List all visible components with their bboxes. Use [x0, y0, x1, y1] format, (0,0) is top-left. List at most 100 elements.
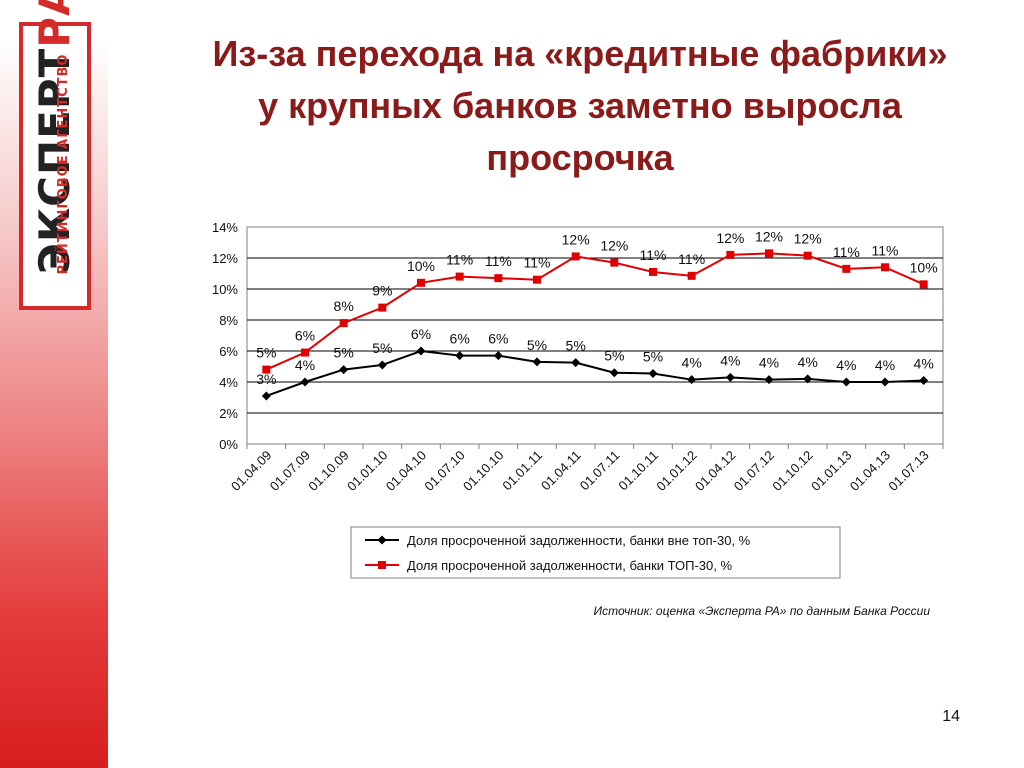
- x-tick-label: 01.10.10: [460, 448, 506, 494]
- legend-marker-square: [378, 561, 386, 569]
- data-point-outside-top30: [416, 346, 426, 356]
- data-point-outside-top30: [725, 372, 735, 382]
- data-point-outside-top30: [339, 365, 349, 375]
- data-label-top30: 11%: [678, 251, 705, 267]
- data-point-outside-top30: [803, 374, 813, 384]
- data-label-outside-top30: 4%: [720, 352, 740, 368]
- legend-entry: Доля просроченной задолженности, банки Т…: [407, 558, 732, 573]
- data-label-outside-top30: 3%: [256, 371, 276, 387]
- data-point-outside-top30: [493, 351, 503, 361]
- x-tick-label: 01.10.12: [769, 448, 815, 494]
- expert-ra-logo: ЭКСПЕРТРА РЕЙТИНГОВОЕ АГЕНТСТВО: [19, 0, 91, 310]
- data-label-top30: 10%: [910, 259, 938, 275]
- title-line-2: у крупных банков заметно выросла: [258, 85, 902, 126]
- x-tick-label: 01.01.12: [653, 448, 699, 494]
- data-label-outside-top30: 5%: [604, 348, 624, 364]
- data-point-top30: [262, 365, 271, 374]
- data-label-top30: 12%: [755, 228, 783, 244]
- x-tick-label: 01.07.09: [267, 448, 313, 494]
- data-label-outside-top30: 4%: [798, 354, 818, 370]
- y-tick-label: 12%: [212, 251, 238, 266]
- data-label-top30: 12%: [794, 231, 822, 247]
- x-tick-label: 01.04.11: [538, 448, 584, 494]
- data-point-outside-top30: [455, 351, 465, 361]
- y-tick-label: 0%: [219, 437, 238, 452]
- data-label-top30: 8%: [334, 298, 354, 314]
- data-point-top30: [687, 271, 696, 280]
- data-point-outside-top30: [764, 375, 774, 385]
- data-point-top30: [803, 251, 812, 260]
- data-label-outside-top30: 5%: [643, 348, 663, 364]
- data-point-outside-top30: [532, 357, 542, 367]
- data-label-top30: 11%: [524, 255, 551, 271]
- x-tick-label: 01.01.10: [344, 448, 390, 494]
- y-tick-label: 2%: [219, 406, 238, 421]
- data-point-outside-top30: [261, 391, 271, 401]
- data-point-top30: [378, 303, 387, 312]
- data-label-top30: 12%: [716, 230, 744, 246]
- data-label-top30: 12%: [562, 231, 590, 247]
- data-point-outside-top30: [687, 375, 697, 385]
- data-point-outside-top30: [300, 377, 310, 387]
- data-label-outside-top30: 5%: [527, 337, 547, 353]
- data-label-outside-top30: 5%: [334, 345, 354, 361]
- x-tick-label: 01.10.11: [615, 448, 661, 494]
- data-label-outside-top30: 4%: [682, 355, 702, 371]
- data-point-top30: [610, 258, 619, 267]
- page-number: 14: [942, 708, 960, 725]
- x-tick-label: 01.07.10: [421, 448, 467, 494]
- data-label-outside-top30: 6%: [488, 331, 508, 347]
- data-point-top30: [649, 267, 657, 276]
- x-tick-label: 01.04.09: [228, 448, 274, 494]
- data-label-outside-top30: 4%: [836, 357, 856, 373]
- x-tick-label: 01.01.13: [808, 448, 854, 494]
- data-label-outside-top30: 5%: [372, 340, 392, 356]
- data-point-outside-top30: [841, 377, 851, 387]
- x-tick-label: 01.04.13: [847, 448, 893, 494]
- data-point-top30: [919, 280, 928, 289]
- source-note: Источник: оценка «Эксперта РА» по данным…: [593, 604, 931, 618]
- data-point-top30: [417, 278, 425, 287]
- data-label-outside-top30: 5%: [566, 338, 586, 354]
- series-line-top30: [265, 252, 925, 371]
- data-label-outside-top30: 4%: [875, 357, 895, 373]
- data-point-outside-top30: [880, 377, 890, 387]
- y-tick-label: 8%: [219, 313, 238, 328]
- x-tick-label: 01.07.12: [731, 448, 777, 494]
- series-line-outside-top30: [265, 349, 924, 397]
- data-label-top30: 9%: [372, 283, 392, 299]
- data-point-outside-top30: [919, 375, 929, 385]
- title-line-3: просрочка: [486, 137, 674, 178]
- y-tick-label: 14%: [212, 220, 238, 235]
- data-label-outside-top30: 6%: [450, 331, 470, 347]
- data-point-outside-top30: [648, 368, 658, 378]
- data-point-top30: [842, 264, 851, 273]
- x-tick-label: 01.07.13: [885, 448, 931, 494]
- data-label-top30: 6%: [295, 328, 315, 344]
- data-point-top30: [881, 263, 889, 272]
- data-point-top30: [765, 249, 773, 258]
- logo-background: [23, 26, 87, 306]
- data-point-top30: [726, 250, 735, 259]
- data-point-outside-top30: [377, 360, 387, 370]
- data-point-top30: [301, 348, 309, 357]
- data-label-top30: 10%: [407, 258, 435, 274]
- x-tick-label: 01.10.09: [305, 448, 351, 494]
- data-point-top30: [533, 275, 541, 284]
- x-tick-label: 01.04.10: [383, 448, 429, 494]
- data-label-top30: 11%: [446, 252, 473, 268]
- data-point-top30: [571, 252, 580, 261]
- y-tick-label: 4%: [219, 375, 238, 390]
- data-point-top30: [339, 319, 348, 328]
- y-tick-label: 10%: [212, 282, 238, 297]
- data-label-top30: 11%: [833, 244, 860, 260]
- x-tick-label: 01.01.11: [499, 448, 545, 494]
- x-tick-label: 01.07.11: [577, 448, 623, 494]
- slide-title: Из-за перехода на «кредитные фабрики» у …: [160, 28, 1000, 184]
- data-point-outside-top30: [571, 358, 581, 368]
- data-label-top30: 12%: [600, 238, 628, 254]
- title-line-1: Из-за перехода на «кредитные фабрики»: [212, 33, 948, 74]
- y-tick-label: 6%: [219, 344, 238, 359]
- data-label-top30: 5%: [256, 345, 276, 361]
